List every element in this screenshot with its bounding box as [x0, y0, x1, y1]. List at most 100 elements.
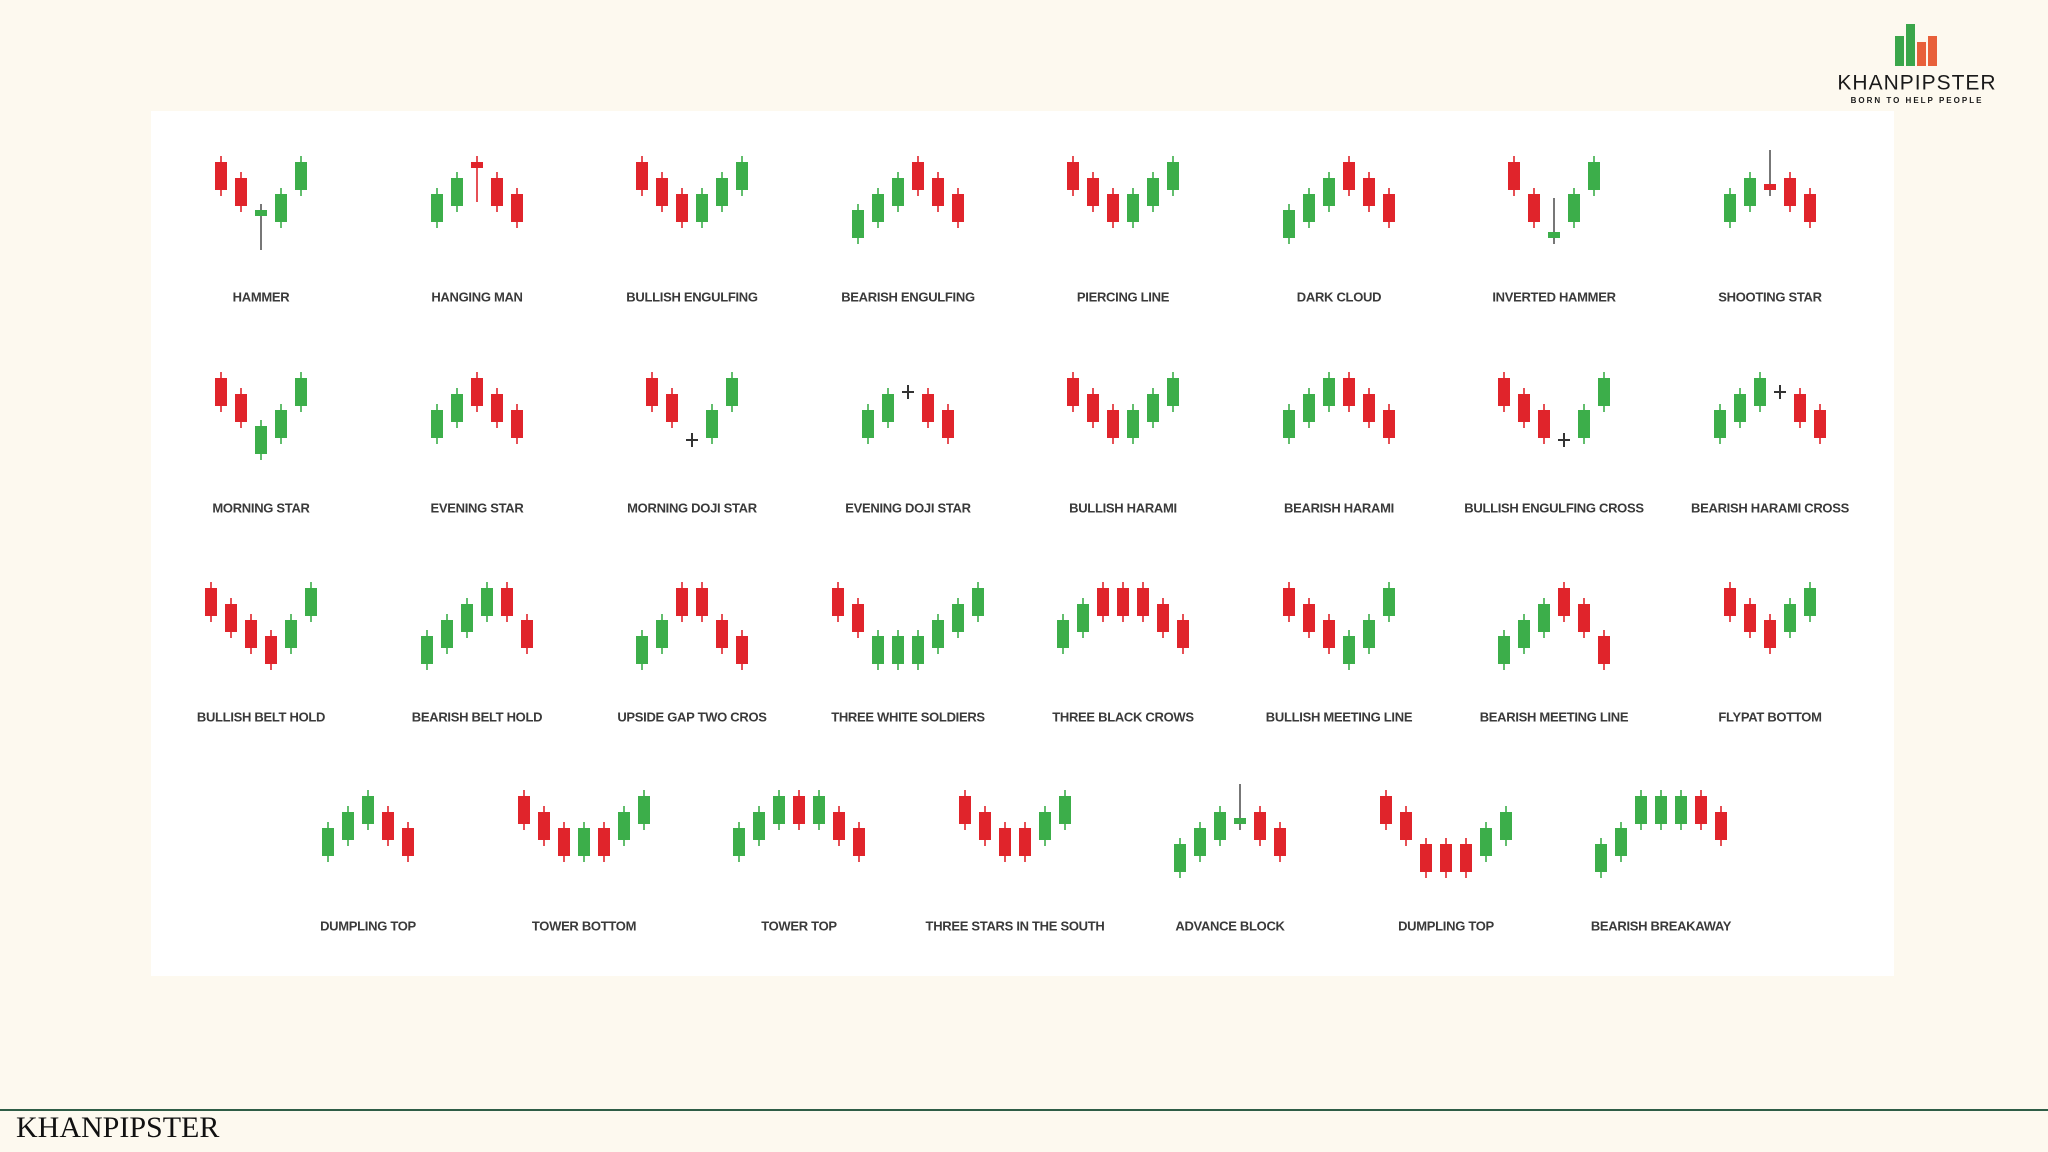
- pattern-label: THREE STARS IN THE SOUTH: [926, 918, 1105, 933]
- candle-body: [942, 410, 954, 438]
- candle-body: [1548, 232, 1560, 238]
- candle-body: [1254, 812, 1266, 840]
- pattern-tile: BEARISH BREAKAWAY: [1591, 790, 1732, 933]
- pattern-tile: PIERCING LINE: [1067, 156, 1179, 304]
- candle-body: [431, 410, 443, 438]
- candle-body: [716, 178, 728, 206]
- pattern-label: THREE BLACK CROWS: [1052, 709, 1194, 724]
- candle-body: [696, 194, 708, 222]
- candle-body: [1615, 828, 1627, 856]
- candle-body: [1303, 394, 1315, 422]
- candle-body: [1744, 178, 1756, 206]
- candle-body: [1107, 410, 1119, 438]
- pattern-tile: BEARISH HARAMI: [1283, 372, 1395, 515]
- candle-body: [813, 796, 825, 824]
- candle-body: [1440, 844, 1452, 872]
- pattern-label: EVENING STAR: [431, 500, 525, 515]
- candle-body: [736, 162, 748, 190]
- candle-body: [922, 394, 934, 422]
- candle-body: [1343, 378, 1355, 406]
- pattern-tile: BULLISH BELT HOLD: [197, 582, 325, 724]
- candle-body: [1323, 620, 1335, 648]
- pattern-tile: DARK CLOUD: [1283, 156, 1395, 304]
- candle-body: [1598, 636, 1610, 664]
- pattern-tile: HANGING MAN: [431, 156, 523, 304]
- candle-body: [578, 828, 590, 856]
- pattern-tile: MORNING STAR: [212, 372, 311, 515]
- pattern-label: BULLISH BELT HOLD: [197, 709, 325, 724]
- pattern-label: EVENING DOJI STAR: [845, 500, 971, 515]
- pattern-label: BEARISH BELT HOLD: [412, 709, 542, 724]
- candle-body: [733, 828, 745, 856]
- candle-body: [952, 194, 964, 222]
- pattern-tile: SHOOTING STAR: [1718, 150, 1823, 304]
- candle-body: [666, 394, 678, 422]
- candle-body: [1714, 410, 1726, 438]
- pattern-label: BEARISH BREAKAWAY: [1591, 918, 1732, 933]
- candle-body: [538, 812, 550, 840]
- candle-body: [491, 394, 503, 422]
- candle-body: [441, 620, 453, 648]
- candle-body: [225, 604, 237, 632]
- pattern-label: MORNING STAR: [212, 500, 310, 515]
- candle-body: [1754, 378, 1766, 406]
- candle-body: [1460, 844, 1472, 872]
- candle-body: [972, 588, 984, 616]
- pattern-label: FLYPAT BOTTOM: [1718, 709, 1821, 724]
- candle-body: [1117, 588, 1129, 616]
- candle-body: [1744, 604, 1756, 632]
- candle-body: [656, 178, 668, 206]
- footer-text: KHANPIPSTER: [16, 1111, 219, 1144]
- candle-body: [1724, 588, 1736, 616]
- pattern-label: DUMPLING TOP: [320, 918, 416, 933]
- pattern-label: INVERTED HAMMER: [1492, 289, 1616, 304]
- candle-body: [1283, 210, 1295, 238]
- candle-body: [1343, 636, 1355, 664]
- candle-body: [1363, 178, 1375, 206]
- pattern-tile: BEARISH MEETING LINE: [1480, 582, 1629, 724]
- candle-body: [892, 178, 904, 206]
- candle-body: [696, 588, 708, 616]
- candle-body: [235, 394, 247, 422]
- pattern-tile: EVENING STAR: [431, 372, 525, 515]
- candle-body: [1578, 410, 1590, 438]
- candle-body: [773, 796, 785, 824]
- pattern-tile: ADVANCE BLOCK: [1174, 784, 1286, 933]
- pattern-tile: DUMPLING TOP: [320, 790, 417, 933]
- pattern-label: UPSIDE GAP TWO CROS: [617, 709, 767, 724]
- candle-body: [676, 194, 688, 222]
- candle-body: [295, 378, 307, 406]
- candle-body: [521, 620, 533, 648]
- candle-body: [999, 828, 1011, 856]
- candle-body: [736, 636, 748, 664]
- candle-body: [833, 812, 845, 840]
- pattern-tile: HAMMER: [215, 156, 307, 304]
- pattern-tile: THREE BLACK CROWS: [1052, 582, 1195, 724]
- candle-body: [1283, 588, 1295, 616]
- pattern-tile: TOWER BOTTOM: [518, 790, 650, 933]
- candle-body: [362, 796, 374, 824]
- candle-body: [862, 410, 874, 438]
- candle-body: [1323, 378, 1335, 406]
- candle-body: [636, 162, 648, 190]
- candle-body: [511, 194, 523, 222]
- candle-body: [1363, 394, 1375, 422]
- candle-body: [1059, 796, 1071, 824]
- candle-body: [598, 828, 610, 856]
- candle-body: [706, 410, 718, 438]
- candle-body: [1019, 828, 1031, 856]
- candle-body: [245, 620, 257, 648]
- candle-body: [1067, 162, 1079, 190]
- candle-body: [1067, 378, 1079, 406]
- candle-body: [1380, 796, 1392, 824]
- pattern-label: BULLISH HARAMI: [1069, 500, 1177, 515]
- candle-body: [832, 588, 844, 616]
- candle-body: [1764, 620, 1776, 648]
- candle-body: [431, 194, 443, 222]
- pattern-label: TOWER TOP: [761, 918, 837, 933]
- candle-body: [656, 620, 668, 648]
- pattern-tile: EVENING DOJI STAR: [845, 385, 972, 515]
- candle-body: [1734, 394, 1746, 422]
- candle-body: [753, 812, 765, 840]
